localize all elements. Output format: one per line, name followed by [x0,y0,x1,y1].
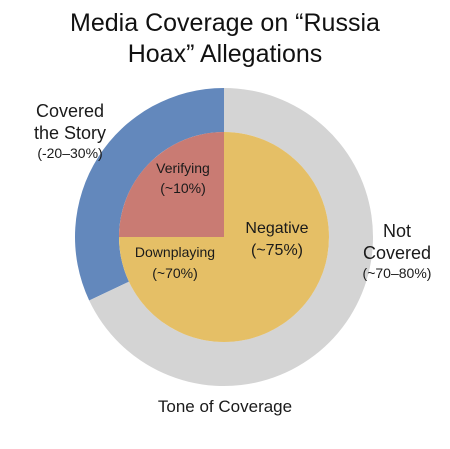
label-covered-the-story: Covered the Story (-20–30%) [6,100,134,163]
label-negative-name: Negative [245,220,309,237]
label-tone-of-coverage: Tone of Coverage [157,397,293,416]
label-covered-line-2: the Story [33,123,107,143]
chart-title: Media Coverage on “Russia Hoax” Allegati… [0,8,450,70]
label-negative: Negative (~75%) [230,218,324,262]
inner-slice-verifying [119,132,224,237]
chart-title-line-1: Media Coverage on “Russia [70,9,380,37]
label-downplaying-value: (~70%) [152,265,198,281]
label-verifying-value: (~10%) [160,180,206,196]
label-covered-line-1: Covered [35,101,105,121]
label-not-covered-line-1: Not [382,221,411,241]
label-covered-value: (-20–30%) [37,145,103,161]
inner-slice-downplaying-negative [119,132,329,342]
label-downplaying-name: Downplaying [134,244,216,260]
label-downplaying: Downplaying (~70%) [120,242,230,284]
outer-slice-covered [75,88,225,301]
label-not-covered-line-2: Covered [362,243,432,263]
label-negative-value: (~75%) [250,242,304,259]
outer-slice-not-covered [89,88,373,387]
label-not-covered: Not Covered (~70–80%) [344,220,450,283]
label-verifying-name: Verifying [156,160,210,176]
label-not-covered-value: (~70–80%) [362,265,432,281]
chart-title-line-2: Hoax” Allegations [127,40,323,68]
label-verifying: Verifying (~10%) [135,158,231,198]
